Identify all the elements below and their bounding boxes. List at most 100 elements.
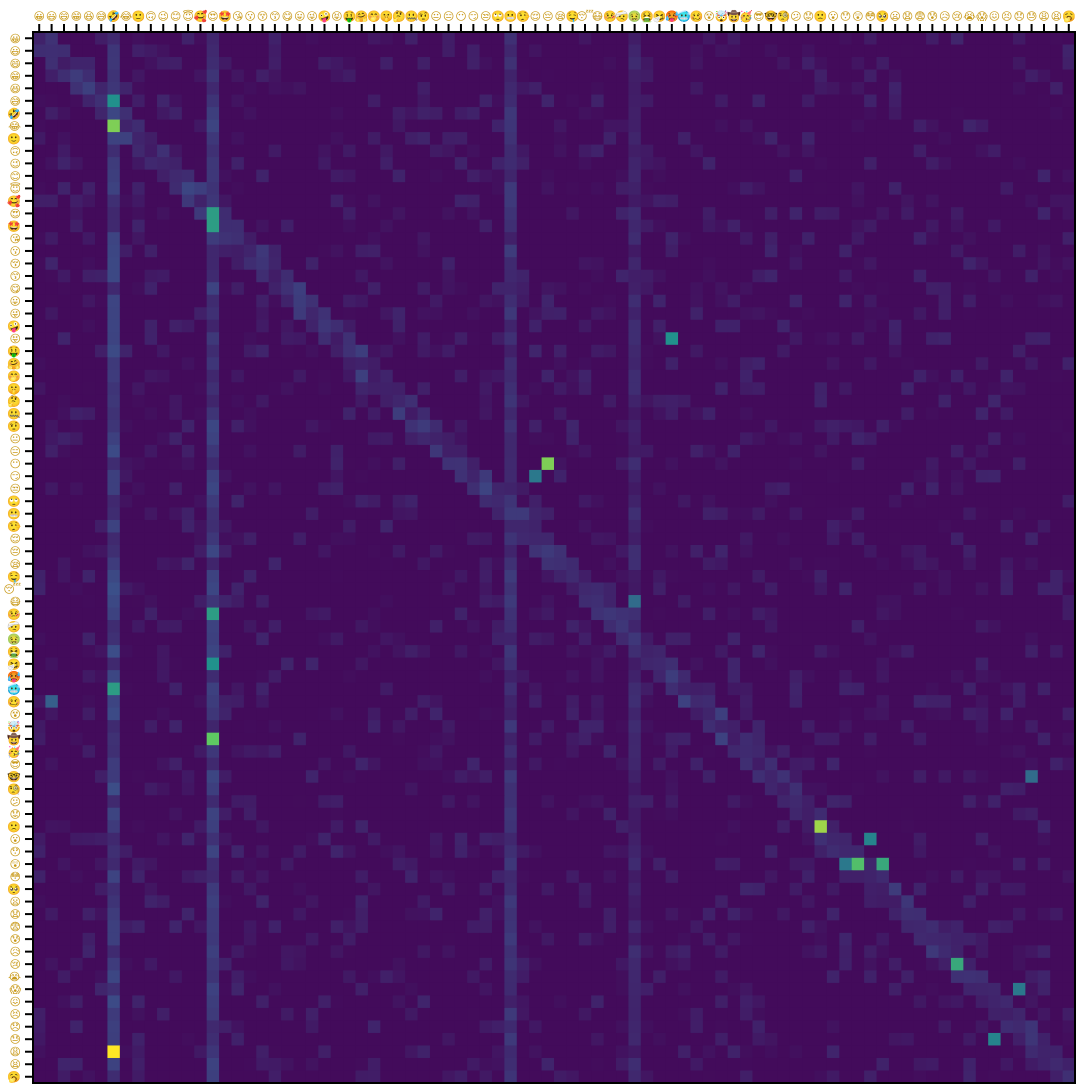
heatmap-cell xyxy=(33,482,46,496)
heatmap-cell xyxy=(243,32,257,46)
heatmap-cell xyxy=(864,169,878,183)
heatmap-cell xyxy=(640,595,654,609)
heatmap-cell xyxy=(777,69,791,83)
heatmap-cell xyxy=(727,595,741,609)
heatmap-cell xyxy=(380,632,394,646)
heatmap-cell xyxy=(702,244,716,258)
heatmap-cell xyxy=(491,294,505,308)
heatmap-cell xyxy=(938,319,952,333)
heatmap-cell xyxy=(70,557,84,571)
heatmap-cell xyxy=(1062,82,1076,96)
heatmap-cell xyxy=(740,194,754,208)
heatmap-cell xyxy=(293,645,307,659)
heatmap-cell xyxy=(603,457,617,471)
heatmap-cell xyxy=(888,94,902,108)
heatmap-cell xyxy=(57,369,71,383)
heatmap-cell xyxy=(740,620,754,634)
heatmap-cell xyxy=(988,207,1002,221)
heatmap-cell xyxy=(219,482,233,496)
heatmap-cell xyxy=(479,657,493,671)
heatmap-cell xyxy=(777,582,791,596)
heatmap-cell xyxy=(888,69,902,83)
heatmap-cell xyxy=(529,607,543,621)
heatmap-cell xyxy=(417,657,431,671)
heatmap-cell xyxy=(702,369,716,383)
heatmap-cell xyxy=(454,595,468,609)
heatmap-cell xyxy=(640,244,654,258)
heatmap-cell xyxy=(715,507,729,521)
heatmap-cell xyxy=(231,620,245,634)
heatmap-cell xyxy=(578,419,592,433)
heatmap-cell xyxy=(988,132,1002,146)
heatmap-cell xyxy=(690,332,704,346)
heatmap-cell xyxy=(132,282,146,296)
heatmap-cell xyxy=(45,82,59,96)
heatmap-cell xyxy=(70,194,84,208)
heatmap-cell xyxy=(578,557,592,571)
heatmap-cell xyxy=(715,207,729,221)
heatmap-cell xyxy=(603,494,617,509)
heatmap-cell xyxy=(888,282,902,296)
heatmap-cell xyxy=(467,132,481,146)
heatmap-cell xyxy=(281,369,295,383)
heatmap-cell xyxy=(33,269,46,283)
heatmap-cell xyxy=(938,307,952,321)
heatmap-cell xyxy=(144,244,158,258)
heatmap-cell xyxy=(367,620,381,634)
heatmap-cell xyxy=(157,632,171,646)
heatmap-cell xyxy=(194,444,208,458)
heatmap-cell xyxy=(814,494,828,509)
heatmap-cell xyxy=(70,219,84,233)
heatmap-cell xyxy=(57,707,71,721)
heatmap-cell xyxy=(1050,57,1064,71)
heatmap-cell xyxy=(554,157,567,171)
heatmap-cell xyxy=(355,670,369,684)
heatmap-cell xyxy=(702,257,716,271)
heatmap-cell xyxy=(888,570,902,584)
heatmap-cell xyxy=(318,257,332,271)
heatmap-cell xyxy=(119,394,133,408)
heatmap-cell xyxy=(1050,369,1064,383)
heatmap-cell xyxy=(467,482,481,496)
heatmap-cell xyxy=(1050,482,1064,496)
heatmap-cell xyxy=(380,469,394,484)
heatmap-cell xyxy=(491,182,505,196)
heatmap-cell xyxy=(715,194,729,208)
heatmap-cell xyxy=(864,407,878,421)
heatmap-cell xyxy=(678,207,692,221)
heatmap-cell xyxy=(119,607,133,621)
heatmap-cell xyxy=(70,57,84,71)
heatmap-cell xyxy=(988,219,1002,233)
heatmap-cell xyxy=(864,620,878,634)
heatmap-cell xyxy=(343,169,357,183)
heatmap-cell xyxy=(293,682,307,696)
y-tick-label: 😋 xyxy=(10,282,21,295)
heatmap-cell xyxy=(268,632,282,646)
heatmap-cell xyxy=(1012,570,1026,584)
heatmap-cell xyxy=(429,432,443,446)
heatmap-cell xyxy=(690,469,704,484)
heatmap-cell xyxy=(926,595,940,609)
heatmap-cell xyxy=(504,207,518,221)
heatmap-cell xyxy=(541,107,555,121)
heatmap-cell xyxy=(417,169,431,183)
heatmap-cell xyxy=(95,294,109,308)
heatmap-cell xyxy=(256,144,270,158)
heatmap-cell xyxy=(343,232,357,246)
heatmap-cell xyxy=(603,670,617,684)
x-tick-label: 🤢 xyxy=(628,10,642,23)
heatmap-cell xyxy=(802,32,816,46)
heatmap-cell xyxy=(640,194,654,208)
heatmap-cell xyxy=(851,82,865,96)
y-tick-label: 🤪 xyxy=(7,320,21,333)
heatmap-cell xyxy=(343,482,357,496)
heatmap-cell xyxy=(727,507,741,521)
heatmap-cell xyxy=(1000,169,1014,183)
heatmap-cell xyxy=(963,670,977,684)
heatmap-cell xyxy=(814,157,828,171)
heatmap-cell xyxy=(467,682,481,696)
heatmap-cell xyxy=(330,357,344,371)
heatmap-cell xyxy=(70,394,84,408)
heatmap-cell xyxy=(256,157,270,171)
heatmap-cell xyxy=(938,519,952,534)
